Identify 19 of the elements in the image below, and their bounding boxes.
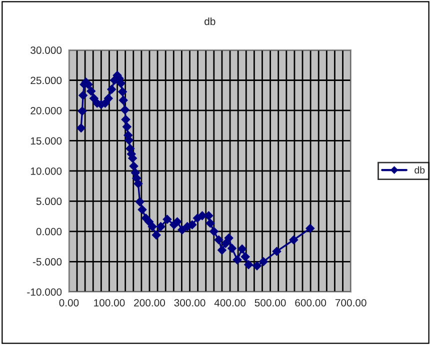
x-tick-label: 0.00: [59, 299, 79, 306]
x-tick-label: 400.00: [214, 299, 246, 306]
x-tick-label: 700.00: [335, 299, 366, 306]
y-tick-label: 15.000: [30, 137, 62, 145]
legend-label: db: [414, 166, 425, 174]
y-tick-label: 20.000: [30, 106, 62, 114]
x-tick-label: 200.00: [134, 299, 166, 306]
chart-title: db: [204, 17, 216, 26]
x-tick-label: 500.00: [254, 299, 286, 306]
x-tick-label: 300.00: [174, 299, 206, 306]
y-tick-label: -5.000: [32, 258, 62, 266]
y-tick-label: 30.000: [30, 46, 62, 54]
y-tick-label: 25.000: [30, 76, 62, 84]
x-tick-label: 600.00: [295, 299, 326, 306]
y-tick-label: 10.000: [30, 167, 62, 175]
x-tick-label: 100.00: [94, 299, 125, 306]
y-tick-label: 5.000: [36, 198, 62, 206]
y-tick-label: 0.000: [36, 228, 62, 236]
y-tick-label: -10.000: [27, 288, 62, 296]
